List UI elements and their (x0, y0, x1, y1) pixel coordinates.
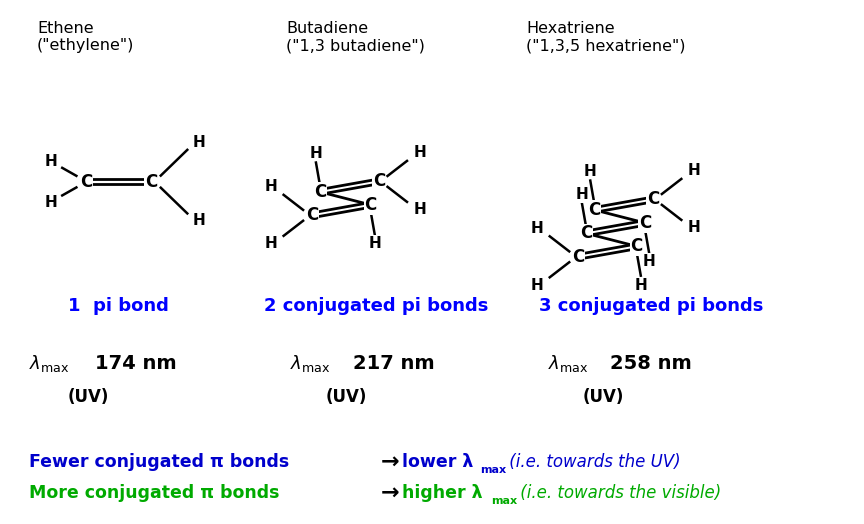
Text: C: C (580, 224, 593, 243)
Text: H: H (192, 135, 205, 150)
Text: (i.e. towards the UV): (i.e. towards the UV) (504, 453, 681, 471)
Text: More conjugated π bonds: More conjugated π bonds (29, 484, 279, 501)
Text: H: H (264, 236, 277, 252)
Text: (UV): (UV) (68, 388, 110, 406)
Text: C: C (145, 172, 157, 191)
Text: Butadiene
("1,3 butadiene"): Butadiene ("1,3 butadiene") (286, 21, 425, 53)
Text: Ethene
("ethylene"): Ethene ("ethylene") (37, 21, 135, 53)
Text: C: C (638, 214, 651, 232)
Text: H: H (44, 195, 57, 210)
Text: lower λ: lower λ (402, 453, 473, 471)
Text: H: H (530, 278, 543, 293)
Text: (i.e. towards the visible): (i.e. towards the visible) (515, 484, 721, 501)
Text: C: C (572, 248, 584, 266)
Text: H: H (369, 236, 381, 251)
Text: H: H (584, 163, 596, 179)
Text: H: H (643, 254, 656, 269)
Text: 258 nm: 258 nm (610, 354, 692, 373)
Text: 2 conjugated pi bonds: 2 conjugated pi bonds (264, 297, 488, 315)
Text: H: H (264, 179, 277, 194)
Text: H: H (688, 221, 701, 235)
Text: H: H (575, 187, 588, 202)
Text: $\lambda_{\mathrm{max}}$: $\lambda_{\mathrm{max}}$ (290, 353, 331, 374)
Text: C: C (306, 206, 318, 224)
Text: $\lambda_{\mathrm{max}}$: $\lambda_{\mathrm{max}}$ (548, 353, 588, 374)
Text: 174 nm: 174 nm (95, 354, 176, 373)
Text: max: max (492, 496, 518, 506)
Text: C: C (314, 183, 326, 201)
Text: (UV): (UV) (326, 388, 367, 406)
Text: C: C (372, 172, 385, 190)
Text: C: C (647, 190, 659, 209)
Text: H: H (192, 213, 205, 228)
Text: →: → (380, 483, 399, 503)
Text: Hexatriene
("1,3,5 hexatriene"): Hexatriene ("1,3,5 hexatriene") (526, 21, 686, 53)
Text: H: H (44, 154, 57, 169)
Text: →: → (380, 452, 399, 472)
Text: H: H (530, 221, 543, 236)
Text: C: C (588, 201, 600, 219)
Text: H: H (635, 278, 647, 293)
Text: C: C (365, 196, 377, 214)
Text: H: H (309, 146, 322, 160)
Text: C: C (80, 172, 92, 191)
Text: H: H (414, 202, 427, 217)
Text: 3 conjugated pi bonds: 3 conjugated pi bonds (539, 297, 763, 315)
Text: (UV): (UV) (583, 388, 625, 406)
Text: Fewer conjugated π bonds: Fewer conjugated π bonds (29, 453, 289, 471)
Text: 217 nm: 217 nm (353, 354, 435, 373)
Text: max: max (480, 465, 506, 475)
Text: H: H (688, 163, 701, 178)
Text: H: H (414, 145, 427, 160)
Text: C: C (631, 237, 643, 255)
Text: higher λ: higher λ (402, 484, 483, 501)
Text: 1  pi bond: 1 pi bond (68, 297, 169, 315)
Text: $\lambda_{\mathrm{max}}$: $\lambda_{\mathrm{max}}$ (29, 353, 69, 374)
